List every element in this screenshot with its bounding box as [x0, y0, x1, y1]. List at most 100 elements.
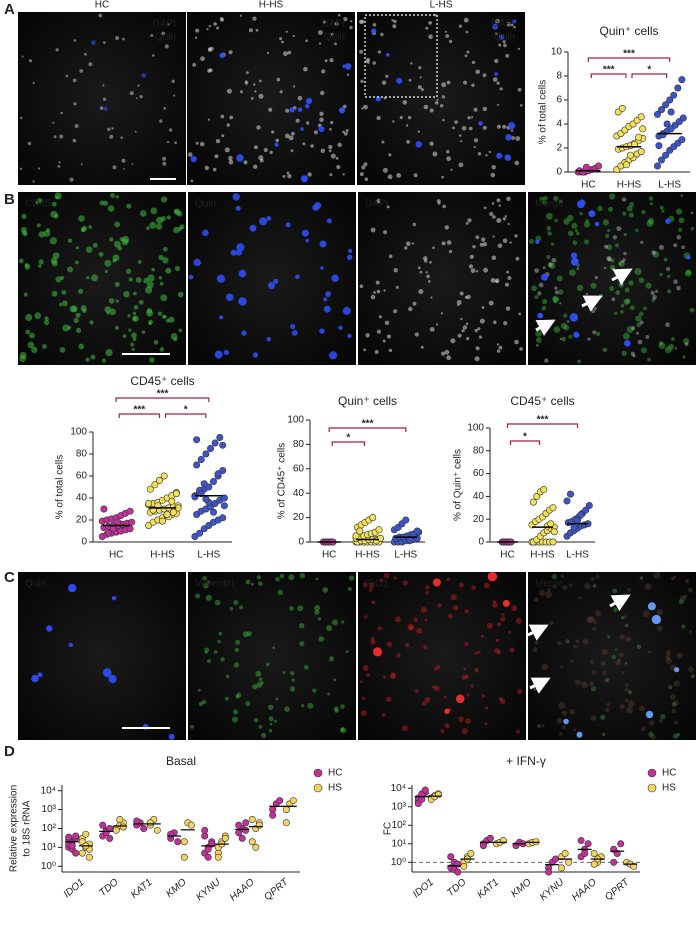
cell — [340, 704, 345, 709]
cell — [307, 702, 314, 709]
cell — [106, 311, 110, 315]
dot — [670, 91, 678, 99]
legend-marker — [647, 783, 657, 793]
cell — [233, 709, 239, 715]
cell — [508, 630, 512, 634]
dot — [68, 842, 76, 850]
cell — [494, 648, 500, 654]
cell — [493, 320, 497, 325]
y-tick-label: 100 — [467, 423, 484, 434]
cell — [290, 149, 294, 153]
cell — [361, 696, 366, 701]
cell — [285, 133, 290, 139]
cell — [408, 625, 415, 631]
cell — [474, 356, 480, 362]
cell — [405, 124, 409, 127]
cell — [433, 685, 440, 692]
cell — [613, 607, 618, 613]
cell — [444, 30, 447, 33]
cell — [44, 316, 49, 321]
cell — [406, 241, 411, 247]
cell — [494, 58, 499, 64]
cell — [343, 131, 348, 136]
dot — [126, 507, 134, 515]
cell — [266, 51, 270, 55]
cell — [393, 309, 398, 314]
cell — [204, 165, 210, 171]
cell — [310, 144, 314, 148]
cell — [115, 36, 120, 40]
cell — [160, 294, 168, 302]
cell — [620, 310, 624, 314]
cell — [463, 17, 469, 23]
cell — [179, 224, 185, 230]
x-tick-label: KYNU — [538, 876, 567, 903]
cell — [79, 69, 84, 73]
cell — [279, 573, 285, 579]
cell — [256, 681, 263, 688]
cell — [621, 197, 627, 202]
dot — [202, 495, 210, 503]
cell — [249, 224, 257, 232]
cell — [616, 226, 622, 232]
dot — [447, 853, 455, 861]
cell — [364, 615, 368, 619]
cell — [263, 147, 268, 153]
dot — [549, 538, 557, 546]
x-tick-label: L-HS — [394, 550, 417, 561]
cell — [23, 232, 28, 237]
x-tick-label: IDO1 — [411, 877, 436, 900]
cell — [383, 289, 386, 292]
cell — [377, 626, 382, 631]
cell — [72, 138, 77, 143]
cell — [566, 320, 570, 323]
cell — [515, 256, 520, 261]
cell — [235, 205, 241, 211]
cell — [561, 710, 568, 716]
cell — [61, 289, 67, 295]
cell — [647, 217, 655, 225]
cell — [650, 734, 656, 740]
cell — [482, 106, 487, 112]
cell — [614, 648, 618, 651]
cell — [321, 69, 326, 74]
y-tick-label: 20 — [293, 512, 305, 523]
cell — [88, 225, 92, 229]
arrow — [609, 594, 631, 612]
cell — [241, 330, 247, 336]
cell — [470, 268, 476, 273]
cell — [591, 309, 596, 314]
cell — [134, 130, 137, 133]
cell — [265, 662, 270, 667]
cell — [623, 251, 627, 256]
dot — [151, 481, 159, 489]
cell — [57, 165, 61, 168]
cell — [604, 678, 609, 684]
cell — [544, 358, 549, 363]
cell — [502, 40, 506, 44]
cell — [108, 298, 115, 304]
cell — [488, 300, 494, 306]
cell — [190, 724, 195, 729]
cell — [141, 73, 147, 78]
cell — [636, 644, 642, 650]
significance-bracket — [118, 413, 161, 418]
cell — [448, 614, 453, 619]
cell — [395, 616, 401, 623]
dot — [210, 477, 218, 485]
cell — [535, 330, 542, 337]
cell — [536, 344, 539, 347]
cell — [558, 702, 566, 710]
cell — [614, 243, 620, 248]
cell — [545, 591, 552, 598]
cell — [432, 685, 435, 689]
significance-label: *** — [362, 419, 374, 430]
cell — [625, 683, 629, 687]
cell — [626, 205, 633, 212]
cell — [595, 610, 602, 617]
cell — [37, 167, 41, 170]
cell — [153, 339, 159, 345]
channel-label: DAPI — [153, 19, 176, 30]
cell — [667, 274, 671, 278]
y-tick-label: 10¹ — [42, 842, 57, 853]
